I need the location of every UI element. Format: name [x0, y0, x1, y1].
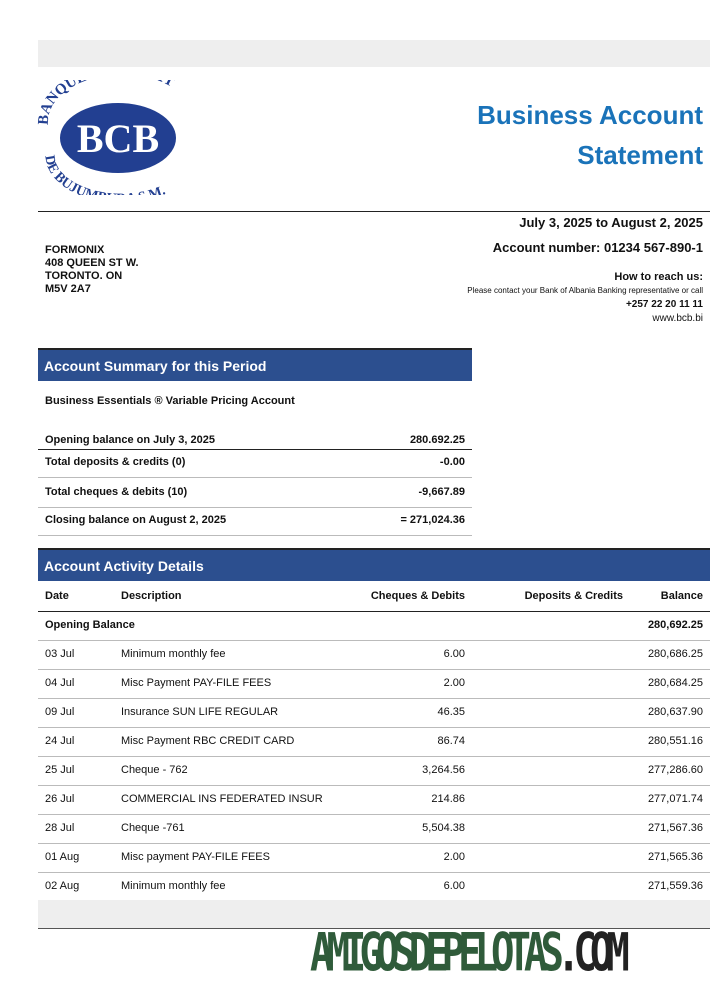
activity-cell: 04 Jul [45, 677, 75, 689]
row-rule [38, 727, 710, 728]
watermark-suffix: .COM [556, 922, 630, 983]
row-rule [38, 785, 710, 786]
activity-cell: Misc payment PAY-FILE FEES [121, 851, 270, 863]
watermark-main: AMIGOSDEPELOTAS [310, 922, 564, 983]
activity-cell: Misc Payment PAY-FILE FEES [121, 677, 272, 689]
activity-cell: COMMERCIAL INS FEDERATED INSUR [121, 793, 323, 805]
bottom-band [38, 900, 710, 929]
activity-header: Account Activity Details [38, 548, 710, 581]
summary-label: Total cheques & debits (10) [45, 486, 188, 498]
row-rule [38, 756, 710, 757]
column-header: Cheques & Debits [370, 590, 465, 602]
activity-cell: 28 Jul [45, 822, 75, 834]
summary-header: Account Summary for this Period [38, 348, 472, 381]
row-rule [38, 669, 710, 670]
row-rule [38, 843, 710, 844]
row-rule [38, 814, 710, 815]
top-band [38, 40, 710, 67]
summary-value: = 271,024.36 [400, 514, 465, 526]
column-header: Date [45, 590, 69, 602]
address-line: FORMONIX [45, 244, 105, 256]
activity-cell: 25 Jul [45, 764, 75, 776]
account-number: Account number: 01234 567-890-1 [492, 240, 703, 255]
title-line1: Business Account [477, 100, 703, 130]
activity-cell: 277,071.74 [647, 793, 703, 805]
activity-cell: 24 Jul [45, 735, 75, 747]
activity-cell: 02 Aug [45, 880, 80, 892]
watermark: AMIGOSDEPELOTAS.COM [310, 922, 630, 983]
period: July 3, 2025 to August 2, 2025 [519, 215, 703, 230]
row-rule [38, 872, 710, 873]
summary-label: Closing balance on August 2, 2025 [45, 514, 227, 526]
address-line: M5V 2A7 [45, 283, 91, 295]
rule [38, 211, 710, 212]
activity-cell: 03 Jul [45, 648, 75, 660]
activity-cell: 01 Aug [45, 851, 80, 863]
address: FORMONIX 408 QUEEN ST W. TORONTO. ON M5V 2A… [45, 244, 139, 296]
activity-cell: 5,504.38 [422, 822, 465, 834]
title-line2: Statement [577, 140, 703, 170]
summary-label: Opening balance on July 3, 2025 [45, 434, 215, 446]
row-rule [38, 698, 710, 699]
logo-initials: BCB [77, 116, 159, 161]
summary-rule [38, 477, 472, 478]
activity-cell: 46.35 [437, 706, 465, 718]
column-header: Description [121, 590, 182, 602]
activity-cell: 271,565.36 [647, 851, 703, 863]
activity-cell: 86.74 [437, 735, 465, 747]
activity-cell: 280,684.25 [647, 677, 703, 689]
opening-balance: 280,692.25 [647, 619, 703, 631]
summary-value: -0.00 [439, 456, 465, 468]
contact-website: www.bcb.bi [652, 313, 703, 324]
activity-cell: Misc Payment RBC CREDIT CARD [121, 735, 295, 747]
activity-cell: Insurance SUN LIFE REGULAR [121, 706, 279, 718]
activity-cell: Cheque - 762 [121, 764, 188, 776]
activity-cell: 6.00 [443, 648, 465, 660]
opening-label: Opening Balance [45, 619, 135, 631]
contact-heading: How to reach us: [614, 271, 703, 283]
summary-label: Total deposits & credits (0) [45, 456, 186, 468]
row-rule [38, 640, 710, 641]
contact-phone: +257 22 20 11 11 [625, 299, 703, 310]
activity-cell: Minimum monthly fee [121, 880, 226, 892]
address-line: 408 QUEEN ST W. [45, 257, 139, 269]
account-type: Business Essentials ® Variable Pricing A… [45, 395, 295, 407]
summary-rule [38, 449, 472, 450]
logo: BCB BANQUE DE CREDIT DE BUJUMBURA S.M. [36, 80, 177, 195]
activity-cell: 271,567.36 [647, 822, 703, 834]
summary-value: 280.692.25 [409, 434, 465, 446]
logo-oval [60, 103, 176, 173]
activity-cell: 26 Jul [45, 793, 75, 805]
activity-cell: Minimum monthly fee [121, 648, 226, 660]
activity-cell: 214.86 [431, 793, 465, 805]
activity-cell: 280,551.16 [647, 735, 703, 747]
activity-cell: Cheque -761 [121, 822, 185, 834]
contact-note: Please contact your Bank of Albania Bank… [467, 286, 703, 295]
activity-cell: 3,264.56 [422, 764, 465, 776]
column-header: Deposits & Credits [524, 590, 623, 602]
activity-cell: 280,637.90 [647, 706, 703, 718]
activity-cell: 6.00 [443, 880, 465, 892]
activity-cell: 2.00 [443, 851, 465, 863]
address-line: TORONTO. ON [45, 270, 123, 282]
activity-cell: 271,559.36 [647, 880, 703, 892]
activity-cell: 280,686.25 [647, 648, 703, 660]
activity-cell: 09 Jul [45, 706, 75, 718]
header-rule [38, 611, 710, 612]
column-header: Balance [660, 590, 703, 602]
summary-rule [38, 507, 472, 508]
activity-cell: 277,286.60 [647, 764, 703, 776]
summary-rule [38, 535, 472, 536]
activity-cell: 2.00 [443, 677, 465, 689]
summary-value: -9,667.89 [418, 486, 465, 498]
